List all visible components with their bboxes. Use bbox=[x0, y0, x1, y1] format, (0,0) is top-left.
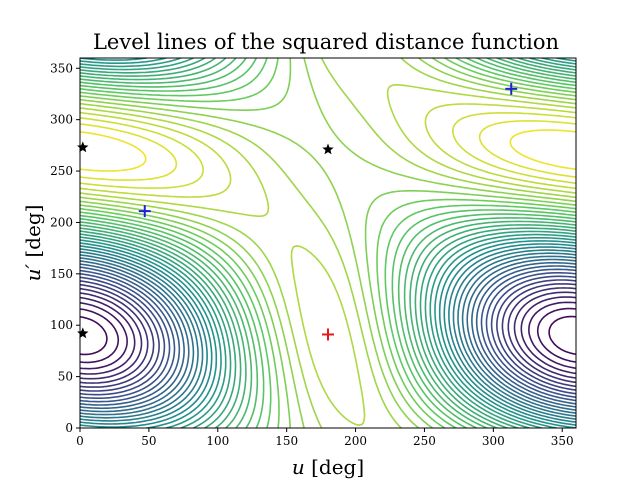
contour-level-36 bbox=[80, 103, 576, 198]
critical-point-markers bbox=[77, 82, 518, 341]
contour-level-35 bbox=[80, 84, 576, 426]
y-axis-label: u′ [deg] bbox=[21, 205, 45, 282]
x-axis-label-symbol: u bbox=[292, 455, 305, 479]
y-tick-label: 200 bbox=[50, 215, 73, 229]
y-axis-label-symbol: u′ bbox=[21, 264, 45, 282]
contour-level-17 bbox=[80, 249, 576, 422]
contour-level-15 bbox=[80, 255, 576, 416]
contour-level-38 bbox=[80, 120, 576, 181]
y-tick-label: 350 bbox=[50, 61, 73, 75]
saddle-star-marker bbox=[322, 143, 334, 155]
y-tick-label: 250 bbox=[50, 164, 73, 178]
contour-level-3 bbox=[80, 301, 576, 370]
contour-level-19 bbox=[80, 243, 576, 428]
maximum-marker bbox=[505, 82, 518, 95]
minimum-marker bbox=[322, 328, 334, 341]
contour-level-28 bbox=[80, 58, 576, 428]
contour-level-13 bbox=[80, 261, 576, 410]
contour-level-8 bbox=[80, 279, 576, 392]
y-tick-label: 150 bbox=[50, 267, 73, 281]
contour-level-18 bbox=[80, 246, 576, 425]
contour-level-11 bbox=[80, 268, 576, 403]
contour-level-39 bbox=[80, 129, 576, 172]
x-tick-label: 250 bbox=[413, 434, 436, 448]
x-tick-label: 50 bbox=[141, 434, 156, 448]
contour-level-7 bbox=[80, 283, 576, 388]
y-tick-label: 0 bbox=[65, 421, 73, 435]
contour-level-37 bbox=[80, 112, 576, 189]
contour-level-33 bbox=[80, 58, 576, 428]
contour-level-2 bbox=[80, 307, 576, 364]
y-axis-label-unit: [deg] bbox=[21, 205, 45, 264]
contour-level-26 bbox=[80, 58, 576, 428]
contour-level-10 bbox=[80, 272, 576, 399]
x-tick-label: 0 bbox=[76, 434, 84, 448]
contour-level-16 bbox=[80, 252, 576, 419]
plot-frame bbox=[79, 57, 577, 429]
x-tick-label: 100 bbox=[206, 434, 229, 448]
x-tick-label: 150 bbox=[275, 434, 298, 448]
contour-level-27 bbox=[80, 58, 576, 428]
contour-level-6 bbox=[80, 287, 576, 384]
y-axis-ticks: 0 50 100 150 200 250 300 350 bbox=[50, 61, 80, 435]
chart-title: Level lines of the squared distance func… bbox=[93, 30, 559, 54]
contour-level-9 bbox=[80, 275, 576, 396]
contour-level-12 bbox=[80, 265, 576, 406]
saddle-star-marker bbox=[77, 141, 89, 153]
x-axis-ticks: 0 50 100 150 200 250 300 350 bbox=[76, 428, 574, 448]
saddle-star-marker bbox=[77, 327, 89, 339]
x-tick-label: 350 bbox=[551, 434, 574, 448]
contour-lines bbox=[80, 58, 576, 428]
contour-level-5 bbox=[80, 291, 576, 380]
contour-level-4 bbox=[80, 296, 576, 375]
contour-level-31 bbox=[80, 58, 576, 428]
x-axis-label: u [deg] bbox=[292, 455, 364, 479]
contour-level-24 bbox=[80, 58, 576, 428]
x-axis-label-unit: [deg] bbox=[305, 455, 364, 479]
contour-level-1 bbox=[80, 315, 576, 356]
x-tick-label: 200 bbox=[344, 434, 367, 448]
contour-level-30 bbox=[80, 58, 576, 428]
contour-level-14 bbox=[80, 258, 576, 413]
contour-level-32 bbox=[80, 58, 576, 428]
contour-level-34 bbox=[80, 58, 576, 428]
maximum-marker bbox=[138, 205, 151, 218]
y-tick-label: 100 bbox=[50, 318, 73, 332]
y-tick-label: 300 bbox=[50, 113, 73, 127]
y-tick-label: 50 bbox=[58, 370, 73, 384]
x-tick-label: 300 bbox=[482, 434, 505, 448]
